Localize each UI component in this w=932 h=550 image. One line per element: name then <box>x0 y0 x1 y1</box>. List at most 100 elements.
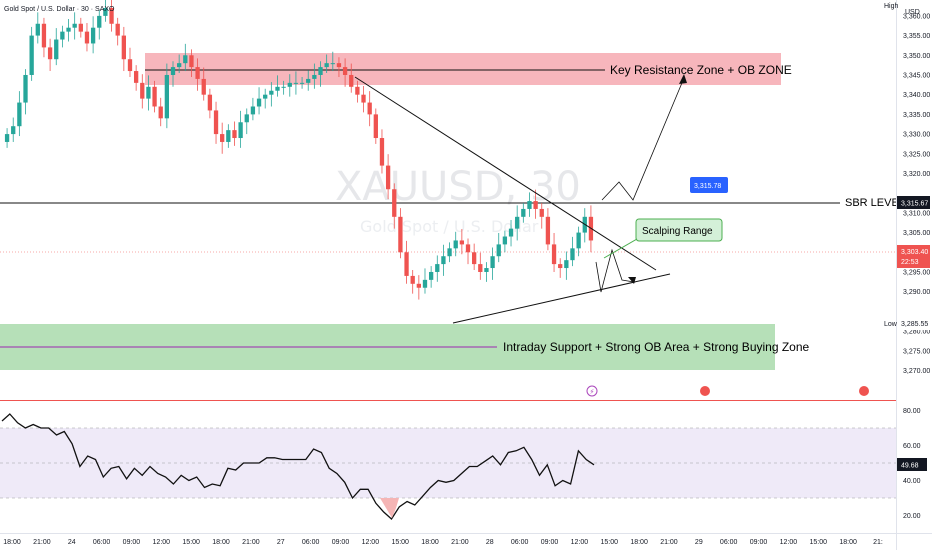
price-tick-label: 3,295.00 <box>903 269 930 276</box>
projection-path <box>601 77 685 201</box>
candle-body <box>256 98 262 107</box>
candle-body <box>478 264 483 272</box>
candle-body <box>545 216 551 245</box>
time-tick-label: 18:00 <box>421 539 439 546</box>
sbr-price-badge <box>897 196 930 209</box>
candle-body <box>103 8 108 16</box>
time-tick-label: 09:00 <box>541 539 559 546</box>
candle-body <box>441 256 446 265</box>
rsi-tick-label: 20.00 <box>903 513 921 520</box>
resistance-zone-label: Key Resistance Zone + OB ZONE <box>610 63 792 77</box>
price-tick-label: 3,360.00 <box>903 13 930 20</box>
price-tick-label: 3,320.00 <box>903 171 930 178</box>
candle-body <box>127 59 133 72</box>
candle-body <box>35 23 40 36</box>
scalping-callout-pointer <box>603 238 638 259</box>
time-tick-label: 18:00 <box>630 539 648 546</box>
watermark-name: Gold Spot / U.S. Dollar <box>360 217 539 236</box>
candle-body <box>183 55 188 64</box>
candle-body <box>490 256 495 269</box>
candle-body <box>244 114 249 123</box>
support-zone-label: Intraday Support + Strong OB Area + Stro… <box>503 340 810 354</box>
target-price-badge[interactable] <box>690 177 728 193</box>
time-tick-label: 15:00 <box>182 539 200 546</box>
candle-body <box>472 252 477 265</box>
candle-body <box>17 102 22 127</box>
candle-body <box>170 67 176 75</box>
candle-body <box>422 279 428 288</box>
price-tick-labels: 3,360.00 3,355.00 3,350.00 3,345.00 3,340.00… <box>903 13 930 375</box>
scalping-zigzag <box>595 248 635 293</box>
candle-body <box>496 244 501 257</box>
time-tick-label: 12:00 <box>571 539 589 546</box>
candle-body <box>281 86 286 88</box>
candle-body <box>72 23 77 28</box>
candle-body <box>140 82 145 99</box>
candle-body <box>367 102 372 115</box>
candle-body <box>324 63 329 68</box>
rsi-value-badge <box>897 458 927 471</box>
low-title: Low <box>884 321 898 328</box>
low-price-badge <box>897 317 930 330</box>
price-tick-label: 3,325.00 <box>903 151 930 158</box>
time-tick-label: 18:00 <box>3 539 21 546</box>
time-tick-label: 21:00 <box>660 539 678 546</box>
candle-body <box>84 31 90 44</box>
price-tick-label: 3,290.00 <box>903 289 930 296</box>
candle-body <box>447 248 452 257</box>
price-tick-label: 3,340.00 <box>903 92 930 99</box>
time-tick-label: 06:00 <box>511 539 529 546</box>
rsi-tick-labels: 80.00 60.00 40.00 20.00 <box>903 408 921 520</box>
projection-arrowhead <box>679 74 687 84</box>
time-tick-label: 21: <box>873 539 883 546</box>
candle-body <box>508 228 514 237</box>
scalping-range-callout[interactable] <box>635 218 723 242</box>
price-tick-label: 3,270.00 <box>903 368 930 375</box>
time-tick-label: 21:00 <box>33 539 51 546</box>
candle-body <box>484 268 489 272</box>
price-tick-label: 3,280.00 <box>903 329 930 336</box>
sbr-price-text: 3,315.67 <box>901 201 928 208</box>
candle-body <box>250 106 256 115</box>
lightning-event-icon[interactable] <box>586 385 598 397</box>
candle-body <box>342 67 348 75</box>
candle-body <box>207 94 213 111</box>
time-tick-label: 12:00 <box>153 539 171 546</box>
time-axis[interactable]: 18:00 21:00 24 06:00 09:00 12:00 15:00 18:00 21:… <box>3 539 883 546</box>
time-tick-label: 29 <box>695 539 703 546</box>
time-tick-label: 06:00 <box>93 539 111 546</box>
time-tick-label: 15:00 <box>810 539 828 546</box>
candle-body <box>521 208 526 217</box>
candle-body <box>361 94 366 103</box>
flag-event-icon-2[interactable] <box>859 386 869 396</box>
current-price-badge <box>897 245 930 268</box>
candle-body <box>465 244 471 253</box>
candle-body <box>404 252 409 276</box>
time-tick-label: 15:00 <box>391 539 409 546</box>
candle-body <box>312 74 317 79</box>
candle-body <box>293 82 299 84</box>
time-tick-label: 28 <box>486 539 494 546</box>
candle-body <box>90 27 96 44</box>
descending-trendline[interactable] <box>354 76 657 271</box>
price-axis-title: High <box>884 3 899 10</box>
candle-body <box>54 39 59 60</box>
rsi-line <box>1 413 595 520</box>
candle-body <box>398 216 403 253</box>
candle-body <box>330 63 335 65</box>
resistance-zone <box>145 53 781 85</box>
candle-body <box>318 67 323 75</box>
currency-label: USD <box>905 9 920 16</box>
flag-event-icon[interactable] <box>700 386 710 396</box>
candle-body <box>238 122 243 139</box>
time-tick-label: 09:00 <box>750 539 768 546</box>
candle-body <box>275 86 280 91</box>
candle-body <box>269 90 274 95</box>
time-tick-label: 27 <box>277 539 285 546</box>
candle-body <box>410 275 415 284</box>
time-tick-label: 09:00 <box>123 539 141 546</box>
candle-body <box>539 208 544 217</box>
candle-body <box>453 240 458 249</box>
candle-body <box>133 71 139 83</box>
